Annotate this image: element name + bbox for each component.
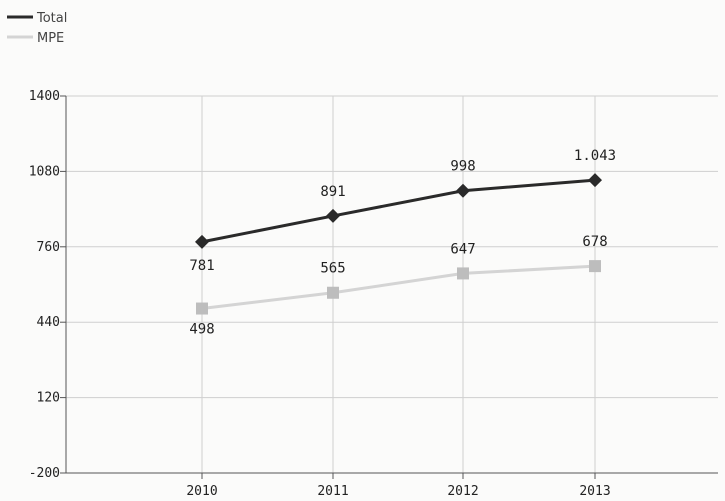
x-tick-labels: 2010 2011 2012 2013 — [186, 473, 611, 499]
legend-label-mpe: MPE — [37, 31, 64, 46]
y-tick-label-4: 120 — [37, 391, 60, 406]
y-tick-label-0: 1400 — [29, 89, 60, 104]
series-total: 781 891 998 1.043 — [189, 148, 616, 274]
point-total-2011 — [326, 208, 340, 223]
x-tick-label-0: 2010 — [186, 484, 217, 499]
axes — [65, 96, 718, 474]
legend-label-total: Total — [36, 11, 67, 26]
y-tick-label-5: -200 — [29, 466, 60, 481]
point-mpe-2012 — [457, 267, 469, 280]
data-label-mpe-2011: 565 — [320, 261, 345, 277]
x-tick-label-2: 2012 — [447, 484, 478, 499]
series-group: 781 891 998 1.043 498 565 647 678 — [189, 148, 616, 337]
series-line-total — [201, 178, 596, 244]
data-label-mpe-2010: 498 — [189, 322, 214, 338]
series-line-mpe — [201, 264, 596, 311]
point-mpe-2013 — [589, 260, 601, 273]
x-tick-label-1: 2011 — [317, 484, 348, 499]
data-label-mpe-2013: 678 — [582, 234, 607, 250]
x-tick-label-3: 2013 — [579, 484, 610, 499]
data-label-total-2010: 781 — [189, 258, 214, 274]
point-total-2013 — [588, 173, 602, 188]
data-label-mpe-2012: 647 — [450, 241, 475, 257]
data-label-total-2012: 998 — [450, 159, 475, 175]
point-mpe-2010 — [196, 302, 208, 315]
point-total-2012 — [456, 183, 470, 198]
y-tick-label-1: 1080 — [29, 164, 60, 179]
y-tick-label-3: 440 — [37, 315, 60, 330]
y-tick-label-2: 760 — [37, 240, 60, 255]
legend: Total MPE — [7, 11, 67, 46]
point-mpe-2011 — [327, 286, 339, 299]
point-total-2010 — [195, 234, 209, 249]
data-label-total-2013: 1.043 — [574, 148, 616, 164]
series-mpe: 498 565 647 678 — [189, 234, 607, 337]
y-tick-labels: 1400 1080 760 440 120 -200 — [29, 89, 66, 481]
data-label-total-2011: 891 — [320, 184, 345, 200]
